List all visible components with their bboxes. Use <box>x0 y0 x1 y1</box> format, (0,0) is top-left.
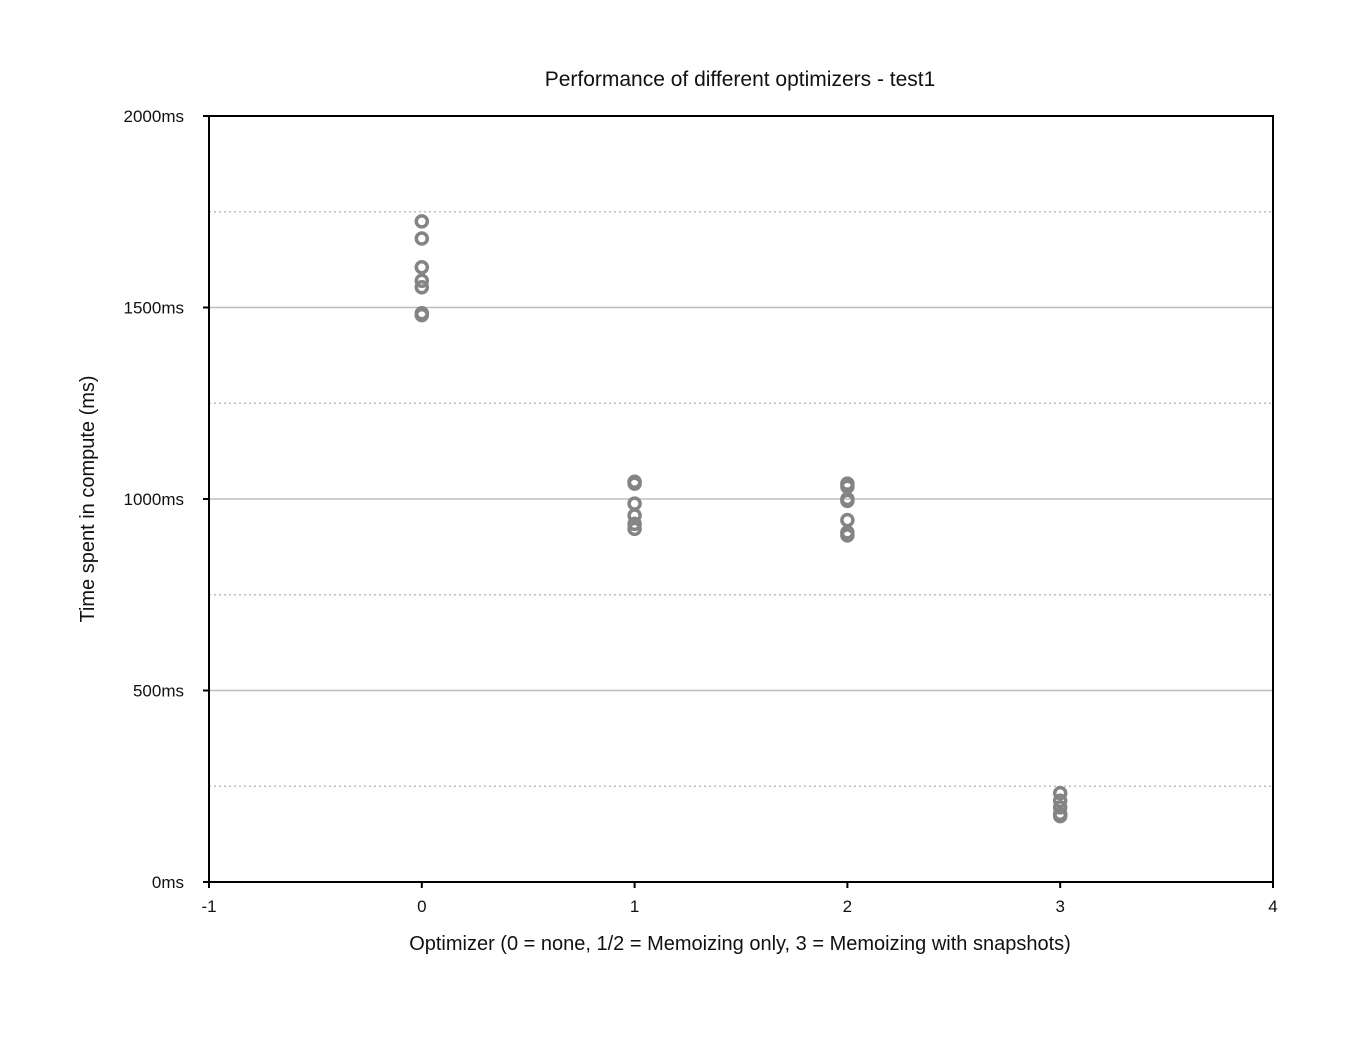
y-tick-label: 1500ms <box>124 299 184 318</box>
data-point <box>627 508 642 523</box>
labels-layer: Performance of different optimizers - te… <box>77 68 1278 955</box>
data-point <box>414 214 430 229</box>
data-point <box>627 496 642 511</box>
y-tick-label: 2000ms <box>124 107 184 126</box>
y-axis-title: Time spent in compute (ms) <box>77 375 99 622</box>
y-tick-label: 1000ms <box>124 490 184 509</box>
grid-layer <box>209 211 1273 787</box>
data-point <box>414 307 430 323</box>
points-layer <box>414 214 1068 824</box>
x-axis-title: Optimizer (0 = none, 1/2 = Memoizing onl… <box>409 933 1071 955</box>
data-point <box>840 512 855 528</box>
data-point <box>1052 785 1068 801</box>
data-point <box>414 273 430 288</box>
x-tick-label: 1 <box>630 897 639 916</box>
data-point <box>627 476 642 491</box>
data-point <box>1052 800 1068 815</box>
y-tick-label: 500ms <box>133 682 184 701</box>
data-point <box>840 493 855 509</box>
data-point <box>1052 808 1068 824</box>
x-tick-label: -1 <box>201 897 216 916</box>
data-point <box>414 279 430 295</box>
x-tick-label: 4 <box>1268 897 1277 916</box>
data-point <box>627 516 642 532</box>
chart-title: Performance of different optimizers - te… <box>545 68 936 91</box>
data-point <box>1052 793 1068 809</box>
x-tick-label: 0 <box>417 897 426 916</box>
y-tick-label: 0ms <box>152 873 184 892</box>
data-point <box>414 260 430 275</box>
x-tick-label: 2 <box>843 897 852 916</box>
data-point <box>840 479 855 494</box>
axes-layer <box>203 115 1274 888</box>
data-point <box>414 231 430 246</box>
data-point <box>627 521 642 537</box>
data-point <box>840 528 855 543</box>
x-tick-label: 3 <box>1055 897 1064 916</box>
